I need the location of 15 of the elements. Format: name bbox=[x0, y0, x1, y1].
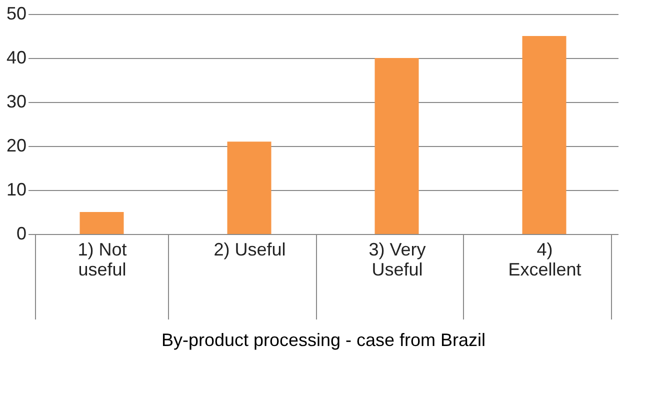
y-tick-label: 20 bbox=[6, 136, 26, 156]
bar bbox=[374, 58, 419, 234]
x-tick-label: 3) Very Useful bbox=[368, 240, 426, 280]
x-tick-label: 1) Not useful bbox=[78, 240, 127, 280]
y-tick-label: 50 bbox=[6, 4, 26, 24]
x-tick-label: 2) Useful bbox=[214, 240, 286, 260]
x-tick-label: 4) Excellent bbox=[508, 240, 582, 280]
bar bbox=[522, 36, 566, 234]
y-tick-label: 40 bbox=[6, 48, 26, 68]
y-tick-label: 10 bbox=[6, 180, 26, 200]
bar bbox=[227, 142, 272, 234]
y-tick-label: 0 bbox=[16, 224, 26, 244]
y-tick-label: 30 bbox=[6, 92, 26, 112]
bar bbox=[80, 212, 124, 234]
x-axis-title: By-product processing - case from Brazil bbox=[161, 330, 486, 350]
